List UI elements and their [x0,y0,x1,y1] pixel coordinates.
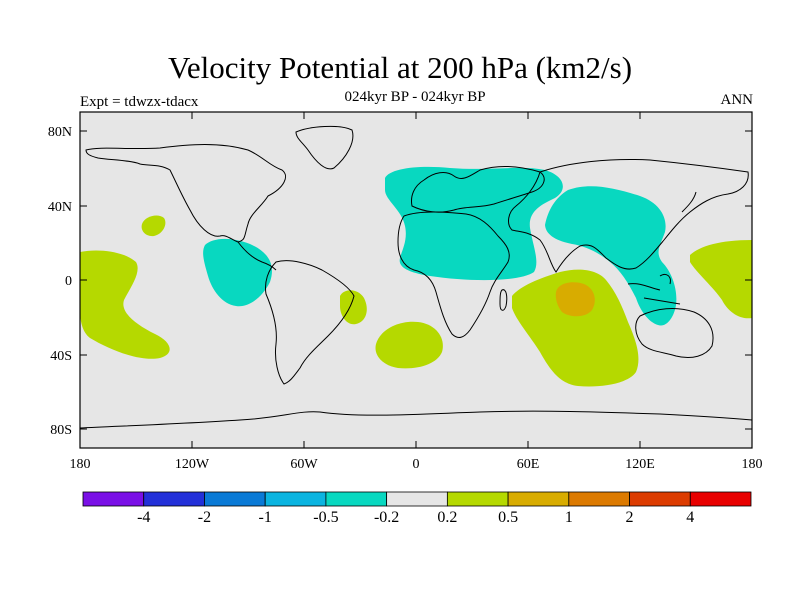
lat-tick-marks [80,130,752,430]
colorbar-label: 2 [626,509,634,526]
negative-region-asia [545,186,677,326]
lon-label-0: 0 [413,457,420,472]
lat-label-80n: 80N [48,125,72,140]
positive-region-pacific [80,250,170,359]
lon-label-120w: 120W [175,457,210,472]
coastline-north-america [85,144,286,243]
colorbar-box [143,491,205,507]
coastline-japan [681,191,697,213]
lon-label-60e: 60E [517,457,540,472]
positive-region-indian-ocean-max [555,282,595,317]
colorbar: -4 -2 -1 -0.5 -0.2 0.2 0.5 1 2 4 [82,491,752,526]
colorbar-label: -0.5 [313,509,338,526]
lon-label-120e: 120E [625,457,655,472]
colorbar-box [386,491,448,507]
colorbar-box [82,491,145,507]
positive-region-indian-ocean [512,269,639,387]
colorbar-box [204,491,266,507]
positive-region-brazil [340,290,367,325]
lat-label-0: 0 [65,274,72,289]
coastline-indonesia [627,273,681,305]
coastline-africa [397,211,510,338]
colorbar-label: -0.2 [374,509,399,526]
colorbar-box [629,491,691,507]
coastline-australia [635,308,714,359]
colorbar-label: -1 [259,509,272,526]
colorbar-label: 1 [565,509,573,526]
colorbar-label: -2 [198,509,211,526]
lon-tick-marks [79,112,753,448]
colorbar-box [446,491,509,507]
plot-title: Velocity Potential at 200 hPa (km2/s) [167,50,633,85]
colorbar-box [568,491,630,507]
lat-label-40s: 40S [50,349,72,364]
contour-fields [80,166,752,387]
negative-region-eurasia-africa [385,166,563,281]
positive-region-south-atlantic [375,321,443,369]
coastlines [80,125,752,429]
colorbar-box [507,491,570,507]
negative-region-central-america [203,238,272,307]
colorbar-box [264,491,327,507]
plot-subtitle: 024kyr BP - 024kyr BP [344,89,486,105]
coastline-south-america [265,260,355,385]
season-label: ANN [720,92,754,108]
coastline-asia [508,159,749,273]
colorbar-label: -4 [137,509,150,526]
lat-label-80s: 80S [50,423,72,438]
coastline-greenland [295,125,354,170]
colorbar-box [689,491,752,507]
colorbar-label: 0.2 [437,509,457,526]
lon-label-180w: 180 [70,457,91,472]
lon-label-180e: 180 [742,457,763,472]
coastline-madagascar [499,289,508,311]
colorbar-label: 4 [686,509,694,526]
colorbar-box [325,491,388,507]
positive-region-east-pacific-edge [690,240,752,319]
experiment-label: Expt = tdwzx-tdacx [80,94,199,110]
coastline-antarctica [80,410,752,429]
lon-label-60w: 60W [290,457,318,472]
positive-region-north-pacific [141,215,166,237]
colorbar-label: 0.5 [498,509,518,526]
lat-label-40n: 40N [48,200,72,215]
